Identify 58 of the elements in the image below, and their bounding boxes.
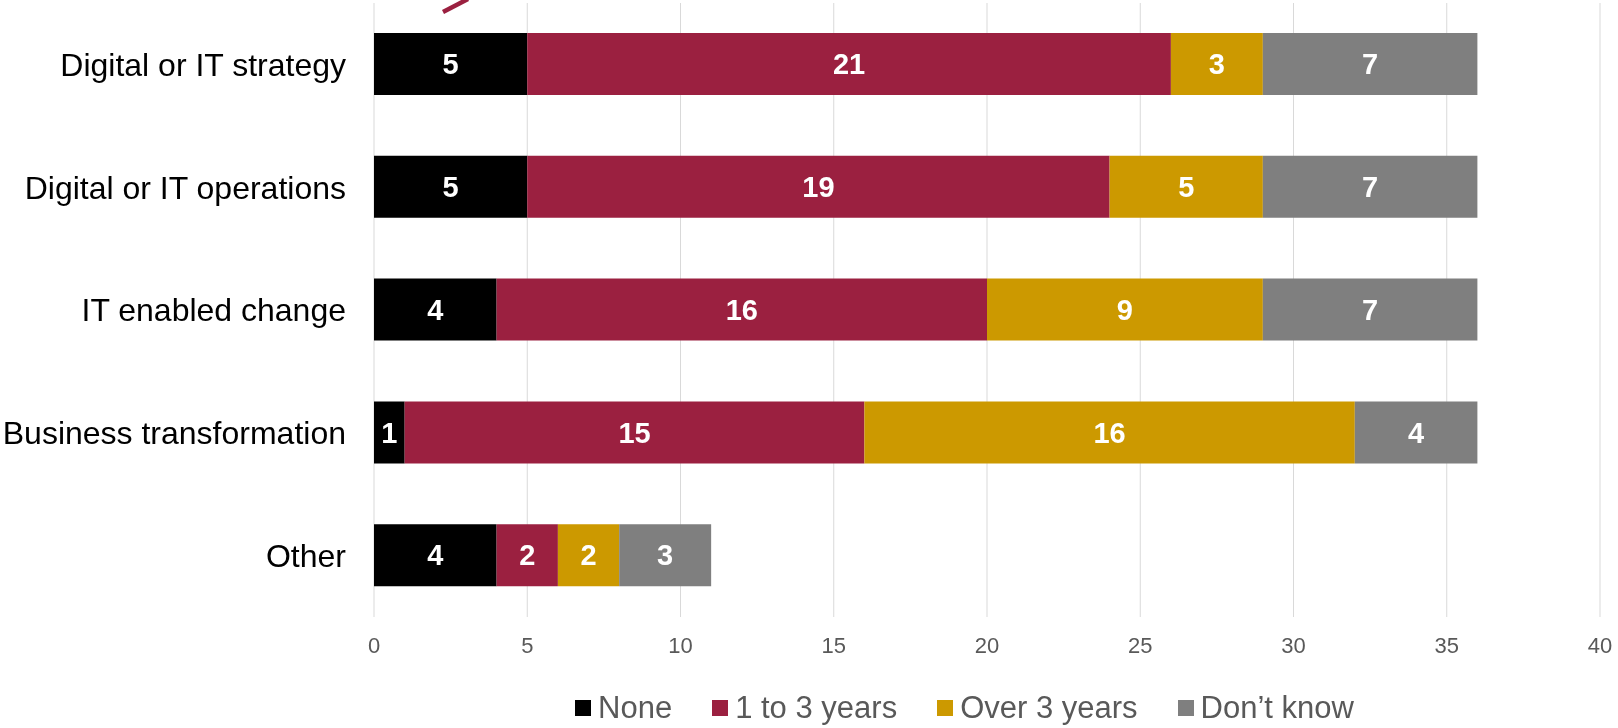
- bar: [374, 524, 497, 587]
- data-label: 5: [442, 171, 459, 204]
- bar: [496, 524, 558, 587]
- bar: [496, 278, 987, 341]
- bar: [619, 524, 712, 587]
- data-label: 2: [519, 539, 536, 572]
- data-label: 15: [618, 416, 651, 449]
- data-label: 5: [442, 48, 459, 81]
- data-label: 19: [802, 171, 835, 204]
- x-tick-label: 30: [1281, 632, 1306, 658]
- bar: [1262, 33, 1478, 95]
- x-tick-label: 0: [367, 632, 381, 658]
- y-tick-label: Digital or IT strategy: [60, 46, 346, 83]
- y-tick-label: Other: [265, 537, 347, 574]
- legend-label: 1 to 3 years: [735, 689, 898, 726]
- x-tick-label: 20: [974, 632, 1000, 658]
- bar: [374, 33, 528, 95]
- data-label: 4: [1408, 416, 1425, 449]
- bar: [1109, 155, 1263, 218]
- y-tick-label: IT enabled change: [81, 292, 346, 329]
- data-label: 3: [1208, 48, 1225, 81]
- x-tick-label: 10: [668, 632, 693, 658]
- bar: [557, 524, 620, 587]
- data-label: 7: [1362, 48, 1379, 81]
- bar: [864, 401, 1355, 464]
- data-label: 9: [1116, 293, 1133, 326]
- legend-label: Over 3 years: [960, 689, 1138, 726]
- bar: [987, 278, 1263, 341]
- data-label: 16: [725, 293, 758, 326]
- legend-label: None: [598, 689, 673, 726]
- data-label: 5: [1178, 171, 1195, 204]
- bar: [374, 278, 497, 341]
- bar: [1262, 278, 1478, 341]
- data-label: 16: [1093, 416, 1126, 449]
- legend-label: Don’t know: [1200, 689, 1354, 726]
- data-label: 2: [580, 539, 597, 572]
- data-label: 21: [832, 48, 866, 81]
- data-label: 7: [1362, 293, 1379, 326]
- bar: [374, 401, 405, 464]
- x-tick-label: 35: [1434, 632, 1459, 658]
- data-label: 4: [427, 539, 444, 572]
- y-tick-label: Digital or IT operations: [24, 169, 346, 206]
- bar: [527, 33, 1171, 95]
- data-label: 1: [381, 416, 398, 449]
- x-tick-label: 25: [1128, 632, 1153, 658]
- bar: [527, 155, 1110, 218]
- bar: [1170, 33, 1263, 95]
- bar: [404, 401, 865, 464]
- data-label: 7: [1362, 171, 1379, 204]
- x-tick-label: 40: [1587, 632, 1613, 658]
- bar: [374, 155, 528, 218]
- data-label: 4: [427, 293, 444, 326]
- bar: [1354, 401, 1478, 464]
- x-tick-label: 15: [821, 632, 846, 658]
- x-tick-label: 5: [521, 632, 534, 658]
- bar: [1262, 155, 1478, 218]
- data-label: 3: [657, 539, 674, 572]
- y-tick-label: Business transformation: [2, 415, 346, 452]
